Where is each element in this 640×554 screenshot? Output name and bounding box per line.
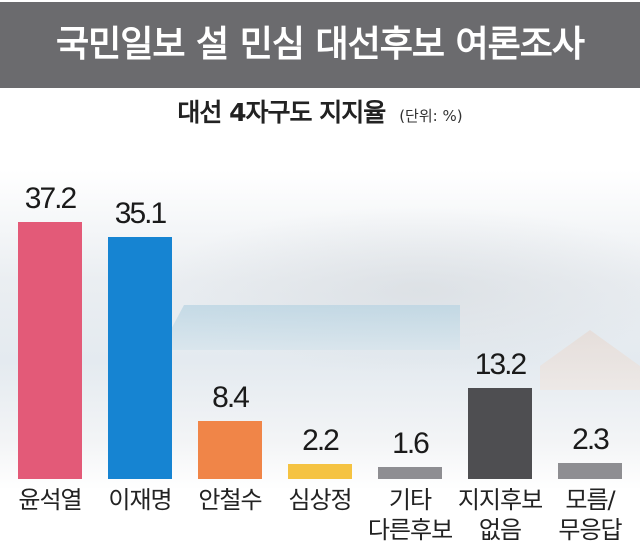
bar-value-label: 2.2 xyxy=(302,423,340,457)
bar-value-label: 37.2 xyxy=(24,182,77,216)
bar-4 xyxy=(288,463,352,479)
category-label: 심상정 xyxy=(275,485,365,515)
category-label: 윤석열 xyxy=(5,485,95,515)
category-label: 안철수 xyxy=(185,485,275,515)
category-label: 모름/무응답 xyxy=(545,485,635,545)
category-label-line1: 모름/ xyxy=(565,486,615,514)
unit-label: (단위: %) xyxy=(399,107,463,125)
subtitle-main: 대선 4자구도 지지율 xyxy=(177,98,386,127)
category-label: 이재명 xyxy=(95,485,185,515)
header-banner: 국민일보 설 민심 대선후보 여론조사 xyxy=(0,2,640,88)
chart-subtitle: 대선 4자구도 지지율 (단위: %) xyxy=(0,88,640,138)
category-label-line2: 없음 xyxy=(478,516,522,544)
category-label-line1: 기타 xyxy=(388,486,432,514)
bar-value-label: 13.2 xyxy=(474,347,527,381)
background-roof xyxy=(160,305,460,350)
bar-value-label: 1.6 xyxy=(392,427,430,460)
category-label: 기타 다른후보 xyxy=(365,485,455,545)
bar-value-label: 2.3 xyxy=(572,423,610,457)
bar-3 xyxy=(198,421,262,479)
category-label-line2: 무응답 xyxy=(558,516,622,544)
category-label-line1: 지지후보 xyxy=(457,486,543,514)
category-label: 지지후보 없음 xyxy=(455,485,545,545)
bar-5 xyxy=(378,467,442,479)
chart-title: 국민일보 설 민심 대선후보 여론조사 xyxy=(56,24,585,65)
bar-6 xyxy=(468,387,532,479)
bar-value-label: 8.4 xyxy=(212,381,250,415)
category-label-line1: 이재명 xyxy=(108,486,172,514)
category-label-line1: 심상정 xyxy=(288,486,352,514)
bar-7 xyxy=(558,463,622,479)
bar-value-label: 35.1 xyxy=(114,196,167,230)
bar-1 xyxy=(18,222,82,479)
category-label-line1: 윤석열 xyxy=(18,486,82,514)
bar-2 xyxy=(108,236,172,479)
category-label-line2: 다른후보 xyxy=(367,516,453,544)
category-label-line1: 안철수 xyxy=(198,486,262,514)
